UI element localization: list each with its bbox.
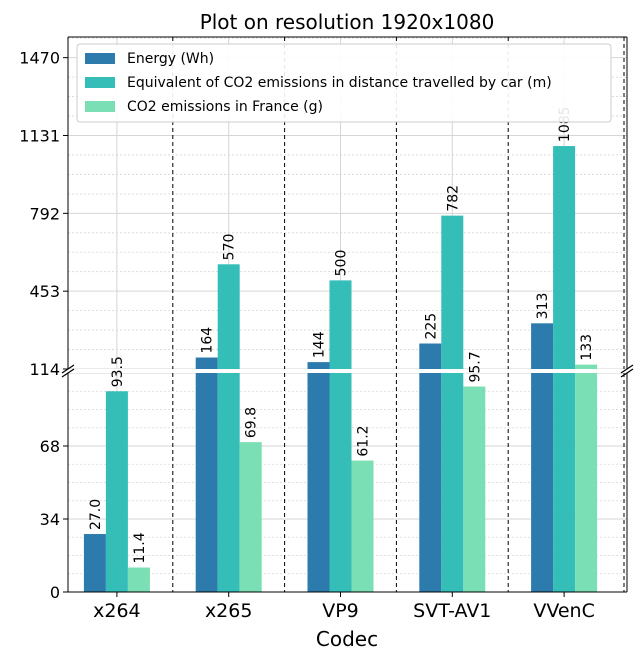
x-ticks: x264 x265 VP9 SVT-AV1 VVenC bbox=[93, 592, 595, 622]
bar-value-label: 144 bbox=[312, 331, 328, 358]
bar bbox=[105, 391, 128, 592]
bar bbox=[351, 460, 374, 592]
legend-swatch bbox=[85, 53, 115, 64]
y-ticks: 114 453 792 1131 1470 0 34 68 bbox=[19, 49, 68, 602]
bar bbox=[307, 362, 330, 592]
bar-value-label: 313 bbox=[535, 293, 551, 320]
x-tick-label: VP9 bbox=[322, 600, 359, 622]
x-tick-label: x265 bbox=[205, 600, 253, 622]
legend-swatch bbox=[85, 77, 115, 88]
bar-value-label: 500 bbox=[334, 250, 350, 277]
bar-value-label: 225 bbox=[423, 313, 439, 340]
separators bbox=[172, 37, 625, 592]
y-tick-label: 792 bbox=[29, 204, 60, 223]
bar bbox=[463, 386, 486, 592]
legend-box bbox=[76, 43, 612, 123]
chart-title: Plot on resolution 1920x1080 bbox=[200, 10, 495, 34]
y-tick-label: 68 bbox=[40, 437, 60, 456]
axis-break-marker bbox=[620, 364, 634, 374]
legend-label: CO2 emissions in France (g) bbox=[127, 99, 323, 115]
axis-break-marker bbox=[61, 368, 75, 378]
y-tick-label: 1470 bbox=[19, 49, 60, 68]
y-tick-label: 34 bbox=[40, 510, 60, 529]
bar bbox=[217, 264, 240, 592]
bar bbox=[127, 567, 150, 592]
y-tick-label: 453 bbox=[29, 282, 60, 301]
bar bbox=[419, 343, 442, 592]
bar bbox=[329, 280, 352, 592]
bar-value-label: 782 bbox=[445, 185, 461, 212]
axes-frame bbox=[61, 36, 634, 593]
bar bbox=[531, 323, 554, 592]
bar-value-label: 570 bbox=[222, 234, 238, 261]
x-axis-label: Codec bbox=[316, 627, 378, 651]
bar-value-label: 27.0 bbox=[88, 499, 104, 530]
x-tick-label: x264 bbox=[93, 600, 141, 622]
bar bbox=[195, 357, 218, 592]
bar-value-label: 11.4 bbox=[132, 532, 148, 563]
bar-value-label: 133 bbox=[579, 334, 595, 361]
axis-break-gap bbox=[68, 369, 627, 373]
y-tick-label: 114 bbox=[29, 360, 60, 379]
bar-value-label: 95.7 bbox=[467, 351, 483, 382]
bar bbox=[83, 534, 106, 592]
y-tick-label: 0 bbox=[50, 583, 60, 602]
legend-label: Equivalent of CO2 emissions in distance … bbox=[127, 75, 552, 91]
x-tick-label: SVT-AV1 bbox=[413, 600, 491, 622]
y-tick-label: 1131 bbox=[19, 126, 60, 145]
bar-value-label: 164 bbox=[200, 327, 216, 354]
x-tick-label: VVenC bbox=[533, 600, 595, 622]
bar bbox=[575, 364, 598, 592]
legend-label: Energy (Wh) bbox=[127, 51, 214, 67]
axis-break-marker bbox=[620, 368, 634, 378]
bar bbox=[441, 215, 464, 593]
bar-value-label: 69.8 bbox=[244, 407, 260, 438]
bars bbox=[83, 146, 598, 593]
bar bbox=[239, 442, 262, 592]
bar-value-label: 61.2 bbox=[356, 425, 372, 456]
bar-value-label: 93.5 bbox=[110, 356, 126, 387]
legend: Energy (Wh) Equivalent of CO2 emissions i… bbox=[76, 43, 612, 123]
legend-swatch bbox=[85, 101, 115, 112]
